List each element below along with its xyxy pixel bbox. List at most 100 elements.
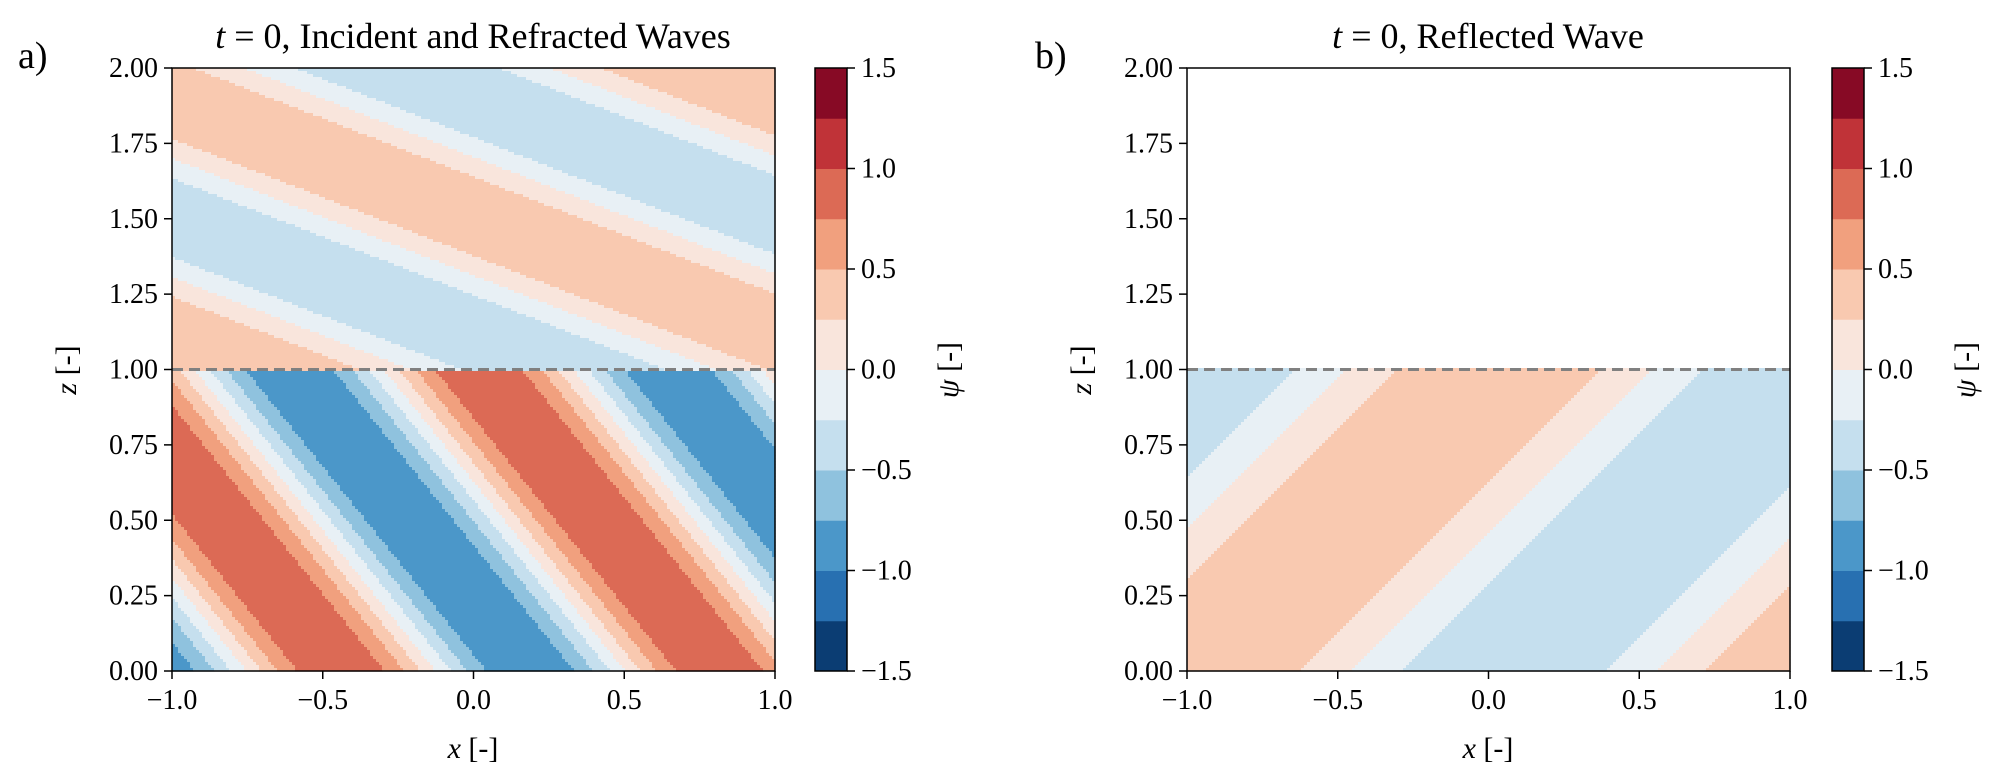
field-cell (697, 242, 749, 246)
field-cell (1778, 497, 1791, 501)
field-cell (205, 656, 221, 660)
field-cell (397, 425, 416, 429)
field-cell (1274, 389, 1326, 393)
field-cell (748, 524, 776, 528)
field-cell (595, 104, 647, 108)
field-cell (1187, 494, 1221, 498)
field-cell (172, 377, 188, 381)
field-cell (766, 392, 776, 396)
field-cell (1406, 614, 1458, 618)
field-cell (229, 647, 245, 651)
field-cell (352, 605, 371, 609)
field-cell (1496, 473, 1548, 477)
field-cell (751, 551, 773, 555)
field-cell (379, 257, 431, 261)
field-cell (1205, 458, 1257, 462)
field-cell (556, 89, 608, 93)
field-cell (517, 311, 569, 315)
field-cell (751, 572, 770, 576)
field-cell (1595, 476, 1791, 480)
field-cell (535, 620, 554, 624)
field-cell (235, 83, 287, 87)
field-cell (772, 554, 776, 558)
field-cell (1718, 608, 1767, 612)
field-cell (301, 539, 317, 543)
field-cell (511, 509, 530, 513)
field-cell (352, 365, 404, 369)
field-cell (337, 359, 389, 363)
field-cell (658, 434, 677, 438)
field-cell (427, 137, 479, 141)
field-cell (1346, 368, 1398, 372)
field-cell (592, 563, 680, 567)
field-cell (694, 359, 746, 363)
field-cell (388, 629, 404, 633)
field-cell (382, 539, 470, 543)
field-cell (241, 386, 260, 390)
field-cell (229, 668, 245, 672)
field-cell (382, 407, 401, 411)
field-cell (574, 434, 596, 438)
field-cell (772, 551, 776, 555)
field-cell (619, 644, 638, 648)
field-cell (361, 512, 449, 516)
field-cell (376, 422, 395, 426)
field-cell (172, 212, 263, 216)
field-cell (694, 479, 713, 483)
field-cell (259, 488, 275, 492)
field-cell (211, 665, 227, 669)
field-cell (439, 260, 488, 264)
field-cell (1289, 476, 1494, 480)
field-cell (712, 521, 728, 525)
colorbar-level (1832, 68, 1864, 119)
field-cell (409, 380, 425, 384)
field-cell (1781, 545, 1791, 549)
field-cell (541, 605, 560, 609)
field-cell (613, 71, 776, 75)
field-cell (505, 521, 521, 525)
field-cell (1313, 452, 1518, 456)
field-cell (499, 575, 518, 579)
field-cell (481, 257, 686, 261)
field-cell (172, 545, 179, 549)
field-cell (442, 506, 464, 510)
field-cell (646, 203, 776, 207)
field-cell (1325, 644, 1377, 648)
field-cell (583, 578, 605, 582)
field-cell (550, 575, 566, 579)
field-cell (1382, 587, 1434, 591)
field-cell (631, 440, 647, 444)
field-cell (1277, 437, 1329, 441)
field-cell (262, 434, 281, 438)
field-cell (736, 374, 752, 378)
field-cell (382, 623, 398, 627)
field-cell (625, 497, 647, 501)
field-cell (187, 377, 203, 381)
field-cell (751, 392, 767, 396)
field-cell (1553, 518, 1758, 522)
field-cell (589, 200, 641, 204)
field-cell (484, 533, 503, 537)
field-cell (1460, 509, 1512, 513)
field-cell (358, 593, 374, 597)
field-cell (1331, 383, 1383, 387)
field-cell (1643, 377, 1695, 381)
field-cell (532, 515, 554, 519)
field-cell (304, 443, 395, 447)
field-cell (256, 662, 272, 666)
field-cell (532, 536, 551, 540)
field-cell (511, 566, 527, 570)
field-cell (172, 317, 230, 321)
field-cell (241, 623, 260, 627)
field-cell (529, 509, 548, 513)
field-cell (721, 551, 737, 555)
field-cell (1187, 557, 1209, 561)
field-cell (172, 254, 371, 258)
field-cell (1229, 536, 1434, 540)
field-cell (736, 590, 752, 594)
field-cell (448, 146, 500, 150)
field-cell (610, 434, 626, 438)
field-cell (580, 572, 599, 576)
field-cell (556, 545, 578, 549)
field-cell (172, 251, 365, 255)
